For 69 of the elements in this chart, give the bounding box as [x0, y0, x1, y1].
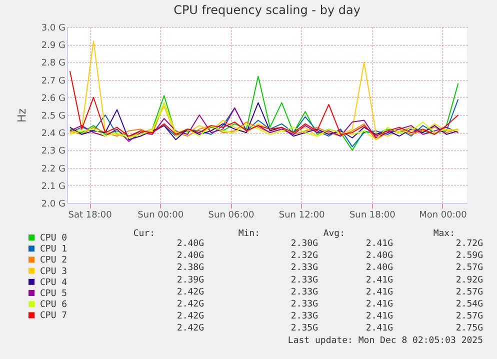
text: 2.41G — [366, 239, 393, 249]
text: 2.57G — [456, 312, 483, 322]
text: 2.40G — [366, 251, 393, 262]
x-tick-label: Sun 06:00 — [208, 210, 254, 220]
text: Cur: — [133, 229, 155, 239]
y-tick-label: 2.2 G — [41, 164, 66, 174]
text: 2.42G — [176, 300, 204, 310]
text: 2.41G — [366, 300, 393, 310]
text: 2.30G — [290, 239, 318, 249]
legend-label: CPU 1 — [40, 244, 68, 255]
text: Max: — [433, 229, 455, 239]
y-tick-label: 2.9 G — [41, 41, 66, 52]
y-tick-label: 2.8 G — [41, 58, 66, 69]
chart-title: CPU frequency scaling - by day — [174, 3, 360, 17]
line-series — [69, 76, 459, 151]
y-tick-label: 2.4 G — [41, 129, 66, 140]
text: 2.33G — [290, 275, 318, 286]
y-tick-label: 3.0 G — [41, 24, 66, 34]
text: 2.35G — [290, 324, 318, 334]
line-series — [69, 102, 459, 140]
y-tick-label: 2.1 G — [41, 182, 66, 192]
text: 2.32G — [290, 251, 318, 262]
text: 2.33G — [290, 287, 318, 298]
text: 2.42G — [176, 287, 204, 298]
text: 2.41G — [366, 312, 393, 322]
y-tick-label: 2.7 G — [41, 76, 66, 86]
line-series — [69, 70, 459, 137]
y-tick-label: 2.0 G — [41, 200, 66, 210]
x-tick-label: Mon 00:00 — [419, 210, 468, 220]
x-tick-label: Sat 18:00 — [68, 210, 112, 220]
text: 2.41G — [366, 287, 393, 298]
line-series — [69, 40, 459, 138]
y-axis-title: Hz — [15, 108, 28, 123]
text: 2.72G — [456, 239, 483, 249]
text: Avg: — [323, 229, 345, 239]
legend-label: CPU 4 — [40, 278, 68, 288]
text: Last update: Mon Dec 8 02:05:03 2025 — [288, 336, 483, 346]
legend-label: CPU 5 — [40, 289, 68, 299]
y-tick-label: 2.6 G — [41, 94, 66, 104]
text: 2.57G — [456, 263, 483, 274]
x-tick-label: Sun 00:00 — [138, 210, 184, 220]
text: 2.59G — [456, 251, 483, 262]
text: 2.40G — [176, 239, 204, 249]
y-tick-label: 2.5 G — [41, 112, 66, 122]
text: 2.38G — [176, 263, 204, 274]
text: 2.33G — [290, 312, 318, 322]
legend-label: CPU 2 — [40, 256, 68, 266]
text: 2.40G — [176, 251, 204, 262]
text: 2.57G — [456, 287, 483, 298]
text: 2.41G — [366, 275, 393, 286]
text: 2.75G — [456, 324, 483, 334]
legend-label: CPU 0 — [40, 234, 68, 244]
text: 2.42G — [176, 312, 204, 322]
legend-label: CPU 3 — [40, 266, 68, 277]
line-series — [69, 107, 459, 142]
x-tick-label: Sun 18:00 — [349, 210, 396, 220]
text: 2.92G — [456, 275, 483, 286]
x-tick-label: Sun 12:00 — [278, 210, 326, 220]
text: 2.42G — [176, 324, 204, 334]
legend-label: CPU 6 — [40, 300, 68, 310]
text: 2.41G — [366, 324, 393, 334]
text: 2.33G — [290, 300, 318, 310]
text: Min: — [238, 229, 260, 239]
text: 2.54G — [456, 300, 483, 310]
text: 2.33G — [290, 263, 318, 274]
text: 2.40G — [366, 263, 393, 274]
text: 2.39G — [176, 275, 204, 286]
y-tick-label: 2.3 G — [41, 146, 66, 157]
legend-label: CPU 7 — [40, 311, 68, 322]
